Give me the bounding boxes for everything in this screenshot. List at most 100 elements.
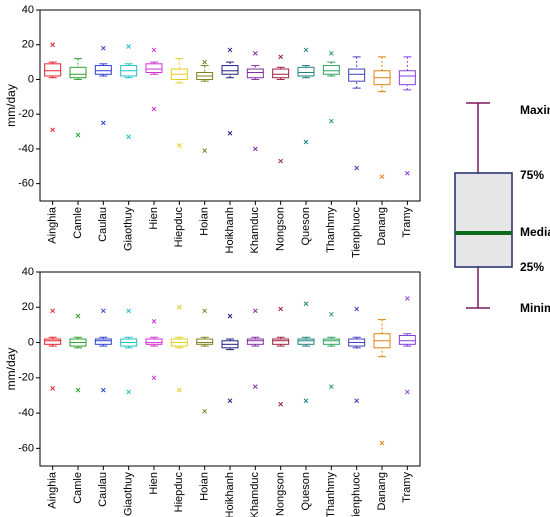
box [322, 65, 340, 75]
x-tick-label: Hoikhanh [224, 207, 236, 253]
y-tick-label: -40 [18, 143, 34, 155]
x-tick-label: Caulau [97, 207, 109, 242]
outlier-marker [252, 308, 258, 314]
outlier-marker [404, 170, 410, 176]
box [297, 66, 315, 77]
y-tick-label: -20 [18, 108, 34, 120]
outlier-marker [75, 313, 81, 319]
outlier-marker [303, 398, 309, 404]
outlier-marker [379, 174, 385, 180]
box [272, 68, 290, 79]
x-tick-label: Nongson [275, 472, 287, 516]
x-tick-label: Queson [300, 207, 312, 246]
outlier-marker [151, 375, 157, 381]
x-tick-label: Thanhmy [325, 207, 337, 253]
y-axis-label: mm/day [4, 84, 18, 127]
y-tick-label: -20 [18, 372, 34, 384]
legend-diagram: Maximum 75% Median 25% Minimum [454, 102, 550, 315]
outlier-marker [202, 148, 208, 153]
y-tick-label: -40 [18, 407, 34, 419]
box [297, 338, 315, 345]
x-tick-label: Khamduc [249, 207, 261, 254]
box [44, 338, 62, 345]
outlier-marker [227, 47, 233, 53]
outlier-marker [278, 158, 284, 164]
x-tick-label: Danang [376, 207, 388, 246]
outlier-marker [202, 408, 208, 414]
x-tick-label: Tramy [401, 472, 413, 503]
outlier-marker [50, 308, 56, 314]
x-tick-label: Ainghia [47, 206, 59, 244]
box [94, 65, 112, 75]
outlier-marker [328, 311, 334, 317]
outlier-marker [227, 313, 233, 319]
x-tick-label: Tienphuoc [351, 472, 363, 517]
legend-label: Maximum [520, 103, 550, 117]
x-tick-label: Camle [72, 472, 84, 504]
box [145, 338, 163, 345]
outlier-marker [176, 304, 182, 310]
x-tick-label: Thanhmy [325, 472, 337, 517]
y-tick-label: 40 [22, 4, 34, 16]
outlier-marker [303, 47, 309, 53]
outlier-marker [151, 47, 157, 53]
y-tick-label: -60 [18, 442, 34, 454]
outlier-marker [50, 386, 56, 391]
outlier-marker [50, 42, 56, 48]
outlier-marker [75, 387, 81, 393]
outlier-marker [354, 398, 360, 404]
box [196, 338, 214, 345]
outlier-marker [252, 146, 258, 152]
outlier-marker [252, 51, 258, 56]
box [44, 63, 62, 77]
x-tick-label: Giaothuy [123, 207, 135, 252]
outlier-marker [404, 296, 410, 301]
outlier-marker [328, 51, 334, 56]
outlier-marker [151, 319, 157, 324]
box [348, 68, 366, 82]
outlier-marker [202, 59, 208, 65]
box [246, 338, 264, 345]
x-tick-label: Nongson [275, 207, 287, 251]
outlier-marker [50, 127, 56, 133]
outlier-marker [176, 143, 182, 148]
outlier-marker [100, 45, 106, 51]
legend-label: 25% [520, 260, 544, 274]
outlier-marker [354, 306, 360, 312]
box [398, 70, 416, 86]
outlier-marker [176, 387, 182, 393]
x-tick-label: Khamduc [249, 472, 261, 517]
x-tick-label: Hien [148, 207, 160, 230]
x-tick-label: Hien [148, 472, 160, 495]
outlier-marker [100, 308, 106, 314]
x-tick-label: Hoikhanh [224, 472, 236, 517]
box [272, 338, 290, 345]
outlier-marker [100, 387, 106, 393]
outlier-marker [278, 401, 284, 407]
outlier-marker [404, 389, 410, 395]
outlier-marker [379, 440, 385, 446]
outlier-marker [151, 106, 157, 112]
box [94, 338, 112, 345]
outlier-marker [126, 44, 132, 49]
box [69, 66, 87, 79]
legend-label: Median [520, 225, 550, 239]
plot-frame [39, 271, 421, 467]
box [454, 172, 513, 268]
outlier-marker [252, 384, 258, 389]
outlier-marker [126, 134, 132, 140]
y-tick-label: 20 [22, 39, 34, 51]
y-tick-label: 0 [28, 73, 34, 85]
x-tick-label: Hoian [199, 207, 211, 236]
plot-frame [39, 9, 421, 202]
box [246, 68, 264, 79]
outlier-marker [278, 306, 284, 312]
outlier-marker [303, 301, 309, 307]
outlier-marker [202, 308, 208, 314]
outlier-marker [328, 384, 334, 389]
y-tick-label: -60 [18, 178, 34, 190]
box [221, 65, 239, 75]
box [398, 334, 416, 345]
x-tick-label: Hoian [199, 472, 211, 501]
